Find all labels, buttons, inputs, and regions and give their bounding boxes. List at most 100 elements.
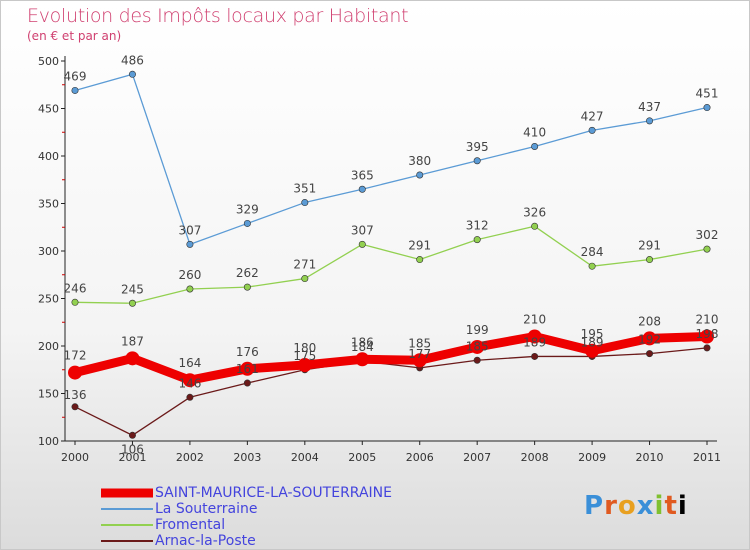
- data-point: [186, 285, 194, 293]
- series-line-3: [74, 347, 708, 436]
- series-line-0: [70, 332, 712, 385]
- data-label: 189: [581, 335, 604, 349]
- x-tick-label: 2006: [406, 451, 434, 464]
- data-label: 175: [293, 349, 316, 363]
- data-label: 199: [466, 323, 489, 337]
- data-label: 260: [178, 268, 201, 282]
- y-tick-label: 300: [38, 245, 59, 258]
- data-label: 192: [638, 333, 661, 347]
- data-label: 486: [121, 53, 144, 67]
- x-tick-label: 2001: [118, 451, 146, 464]
- y-tick-label: 350: [38, 198, 59, 211]
- data-label: 312: [466, 219, 489, 233]
- data-point: [527, 329, 542, 344]
- data-point: [473, 356, 481, 364]
- data-point: [588, 126, 596, 134]
- data-label: 291: [638, 239, 661, 253]
- y-tick-label: 100: [38, 435, 59, 448]
- data-label: 410: [523, 126, 546, 140]
- data-point: [470, 339, 485, 354]
- data-label: 262: [236, 266, 259, 280]
- data-label: 302: [696, 228, 719, 242]
- data-label: 307: [178, 223, 201, 237]
- x-tick-label: 2004: [291, 451, 319, 464]
- data-label: 380: [408, 154, 431, 168]
- data-label: 177: [408, 347, 431, 361]
- data-label: 284: [581, 245, 604, 259]
- data-point: [128, 431, 136, 439]
- data-point: [243, 379, 251, 387]
- data-point: [473, 236, 481, 244]
- data-label: 365: [351, 168, 374, 182]
- data-point: [243, 283, 251, 291]
- data-label: 187: [121, 334, 144, 348]
- data-label: 185: [408, 336, 431, 350]
- x-tick-label: 2002: [176, 451, 204, 464]
- data-point: [412, 353, 427, 368]
- data-label: 329: [236, 202, 259, 216]
- data-label: 451: [696, 87, 719, 101]
- data-label: 164: [178, 356, 201, 370]
- data-point: [703, 104, 711, 112]
- data-label: 195: [581, 327, 604, 341]
- data-label: 210: [523, 313, 546, 327]
- data-label: 186: [351, 335, 374, 349]
- data-point: [700, 329, 714, 344]
- chart-subtitle: (en € et par an): [27, 29, 122, 43]
- legend-swatch: [101, 488, 153, 498]
- data-label: 208: [638, 314, 661, 328]
- legend-swatch: [101, 540, 153, 542]
- data-point: [240, 361, 255, 376]
- data-point: [301, 275, 309, 283]
- y-tick-label: 500: [38, 55, 59, 68]
- data-point: [243, 219, 251, 227]
- data-label: 136: [64, 388, 87, 402]
- data-point: [646, 350, 654, 358]
- data-point: [531, 222, 539, 230]
- data-label: 245: [121, 282, 144, 296]
- data-label: 198: [696, 327, 719, 341]
- y-tick-label: 200: [38, 340, 59, 353]
- data-point: [297, 358, 312, 372]
- data-label: 351: [293, 182, 316, 196]
- data-point: [642, 331, 657, 346]
- data-point: [186, 393, 194, 401]
- x-tick-label: 2008: [521, 451, 549, 464]
- y-tick-label: 250: [38, 293, 59, 306]
- legend-label: SAINT-MAURICE-LA-SOUTERRAINE: [155, 485, 392, 501]
- data-point: [71, 403, 79, 411]
- data-point: [358, 185, 366, 193]
- data-point: [355, 352, 370, 367]
- data-point: [128, 299, 136, 307]
- data-label: 106: [121, 442, 144, 456]
- y-tick-label: 450: [38, 103, 59, 116]
- x-tick-label: 2011: [693, 451, 721, 464]
- data-label: 146: [178, 376, 201, 390]
- data-point: [531, 352, 539, 360]
- legend-label: Arnac-la-Poste: [155, 533, 256, 549]
- data-label: 189: [523, 335, 546, 349]
- data-label: 172: [64, 349, 87, 363]
- data-label: 427: [581, 109, 604, 123]
- legend-label: Fromental: [155, 517, 226, 533]
- data-label: 469: [64, 69, 87, 83]
- data-label: 395: [466, 140, 489, 154]
- data-point: [646, 117, 654, 125]
- data-point: [531, 143, 539, 151]
- legend-label: La Souterraine: [155, 501, 258, 517]
- data-point: [416, 256, 424, 264]
- legend-swatch: [101, 524, 153, 526]
- data-label: 161: [236, 362, 259, 376]
- data-label: 307: [351, 223, 374, 237]
- data-label: 184: [351, 340, 374, 354]
- legend-swatch: [101, 508, 153, 510]
- y-tick-label: 150: [38, 388, 59, 401]
- x-tick-label: 2010: [636, 451, 664, 464]
- data-point: [585, 343, 600, 358]
- x-tick-label: 2005: [348, 451, 376, 464]
- data-point: [182, 373, 197, 388]
- data-point: [68, 365, 82, 380]
- data-point: [128, 70, 136, 78]
- x-tick-label: 2003: [233, 451, 261, 464]
